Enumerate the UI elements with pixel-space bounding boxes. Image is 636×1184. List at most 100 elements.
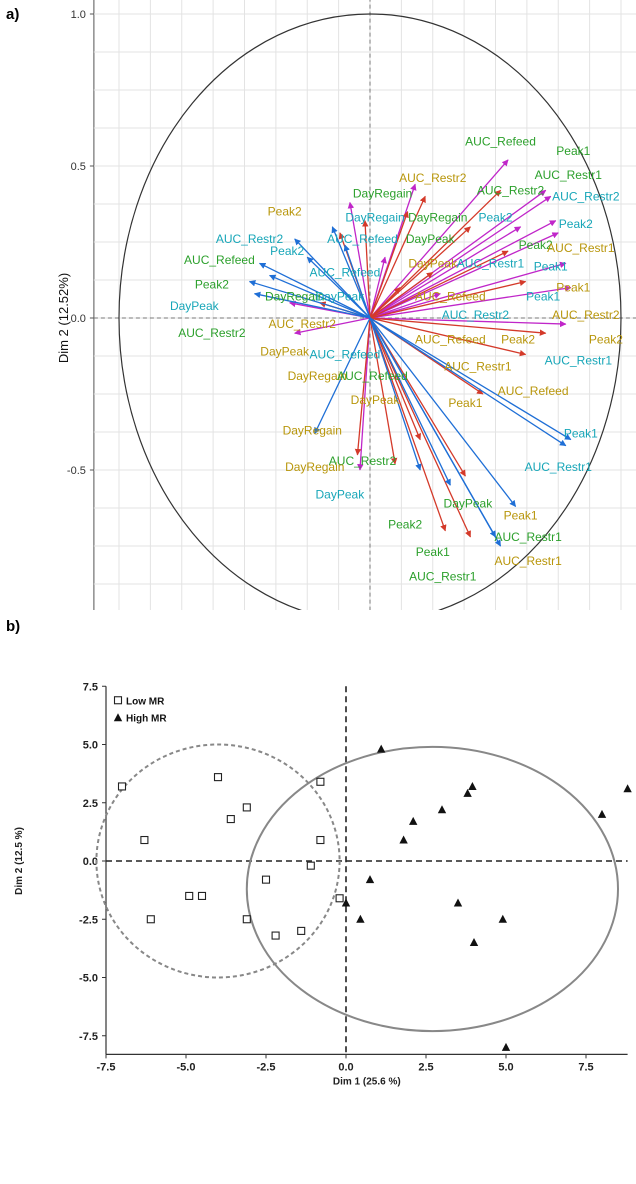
x-axis-title: Dim 1 (25.6 %) xyxy=(333,1076,401,1087)
variable-arrow-28 xyxy=(369,317,421,441)
variable-arrow-11 xyxy=(347,201,371,319)
variable-label-58: AUC_Restr1 xyxy=(409,569,477,583)
variable-arrow-4 xyxy=(369,159,509,319)
low-mr-point-12 xyxy=(306,861,315,870)
x-tick-label: -2.5 xyxy=(257,1061,276,1073)
x-tick-label: 7.5 xyxy=(578,1061,593,1073)
low-mr-point-0 xyxy=(117,782,127,791)
variable-label-34: Peak2 xyxy=(589,332,623,346)
legend-high-mr-label: High MR xyxy=(126,713,167,724)
variable-label-27: AUC_Refeed xyxy=(415,290,486,304)
high-mr-point-10 xyxy=(469,938,479,947)
variable-arrow-23 xyxy=(362,220,371,319)
variable-label-26: DayPeak xyxy=(316,290,366,304)
variable-arrow-20 xyxy=(369,271,434,319)
low-mr-point-8 xyxy=(242,915,251,924)
variable-label-37: DayPeak xyxy=(260,344,310,358)
variable-label-46: DayRegain xyxy=(283,423,342,437)
variable-label-12: AUC_Restr2 xyxy=(216,232,284,246)
variable-arrow-0 xyxy=(369,232,559,319)
high-mr-point-14 xyxy=(623,784,632,793)
variable-arrow-42 xyxy=(331,226,371,319)
variable-label-44: DayPeak xyxy=(351,393,401,407)
variable-label-22: AUC_Refeed xyxy=(310,265,381,279)
variable-label-56: Peak1 xyxy=(416,545,450,559)
legend-high-mr-marker xyxy=(113,713,123,722)
x-tick-label: 2.5 xyxy=(418,1061,433,1073)
variable-arrow-46 xyxy=(369,317,502,547)
y-axis-title: Dim 2 (12.5 %) xyxy=(14,827,25,895)
variable-arrow-13 xyxy=(294,317,371,336)
variable-label-39: AUC_Restr1 xyxy=(545,354,613,368)
variable-arrow-8 xyxy=(369,226,522,319)
variable-label-48: AUC_Restr2 xyxy=(329,454,397,468)
panel-b-label: b) xyxy=(6,618,21,635)
panel-a-label: a) xyxy=(6,6,20,23)
variable-label-21: Peak1 xyxy=(534,259,568,273)
variable-arrow-43 xyxy=(343,244,371,319)
high-mr-point-7 xyxy=(453,898,463,907)
high-mr-point-8 xyxy=(463,788,472,797)
variable-arrow-33 xyxy=(369,317,547,336)
variable-arrow-2 xyxy=(369,195,552,319)
variable-label-49: DayRegain xyxy=(285,460,344,474)
variable-label-5: AUC_Restr2 xyxy=(477,183,545,197)
variable-label-9: DayRegain xyxy=(408,211,467,225)
variable-arrow-47 xyxy=(369,317,517,507)
variable-arrow-26 xyxy=(354,317,371,456)
variable-label-38: AUC_Refeed xyxy=(310,347,381,361)
variable-arrow-9 xyxy=(369,292,441,319)
variable-arrow-39 xyxy=(253,291,371,319)
low-mr-point-4 xyxy=(197,891,207,901)
variable-arrow-36 xyxy=(269,274,371,319)
y-tick-label: 5.0 xyxy=(83,740,98,752)
variable-label-57: AUC_Restr1 xyxy=(494,554,562,568)
y-tick-label: 0.0 xyxy=(71,313,86,325)
variable-label-0: AUC_Refeed xyxy=(465,135,536,149)
variable-arrow-21 xyxy=(369,287,401,319)
high-mr-point-0 xyxy=(377,744,386,753)
high-mr-point-11 xyxy=(498,914,507,923)
low-mr-point-10 xyxy=(271,931,280,940)
y-tick-label: 0.0 xyxy=(83,856,98,868)
variable-label-42: AUC_Refeed xyxy=(337,369,408,383)
variable-arrow-29 xyxy=(369,317,447,532)
variable-label-29: DayPeak xyxy=(170,299,220,313)
y-tick-label: -2.5 xyxy=(79,914,98,926)
x-tick-label: 5.0 xyxy=(498,1061,513,1073)
confidence-ellipse-low-mr xyxy=(95,743,341,979)
variable-arrow-44 xyxy=(369,317,422,471)
low-mr-point-7 xyxy=(242,803,251,812)
variable-arrow-41 xyxy=(306,256,371,319)
variable-label-55: AUC_Restr1 xyxy=(494,530,562,544)
variable-label-7: Peak2 xyxy=(268,205,302,219)
variable-label-43: AUC_Refeed xyxy=(498,384,569,398)
variable-label-13: AUC_Refeed xyxy=(327,232,398,246)
variable-arrow-48 xyxy=(369,317,567,447)
variable-label-2: AUC_Restr2 xyxy=(399,171,467,185)
variable-arrow-30 xyxy=(369,317,471,538)
variable-arrow-37 xyxy=(258,262,371,319)
variable-label-24: Peak1 xyxy=(556,281,590,295)
y-tick-label: -7.5 xyxy=(79,1031,98,1043)
high-mr-point-1 xyxy=(341,898,351,907)
variable-label-41: DayRegain xyxy=(288,369,347,383)
variable-label-8: DayRegain xyxy=(345,211,404,225)
variable-label-11: Peak2 xyxy=(559,217,593,231)
variable-label-40: AUC_Restr1 xyxy=(444,360,512,374)
variable-label-52: DayPeak xyxy=(444,496,494,510)
high-mr-point-9 xyxy=(468,781,477,790)
variable-label-14: DayPeak xyxy=(406,232,456,246)
y-axis-title: Dim 2 (12.52%) xyxy=(56,273,71,363)
variable-label-6: AUC_Restr2 xyxy=(552,189,620,203)
confidence-ellipse-high-mr xyxy=(245,745,619,1033)
variable-label-33: AUC_Restr2 xyxy=(269,317,337,331)
variable-label-4: DayRegain xyxy=(353,186,412,200)
high-mr-point-6 xyxy=(437,805,447,814)
variable-arrow-51 xyxy=(369,317,451,486)
low-mr-point-14 xyxy=(316,835,325,845)
x-tick-label: -5.0 xyxy=(177,1061,196,1073)
variable-label-53: Peak1 xyxy=(504,509,538,523)
variable-label-50: AUC_Restr1 xyxy=(525,460,593,474)
